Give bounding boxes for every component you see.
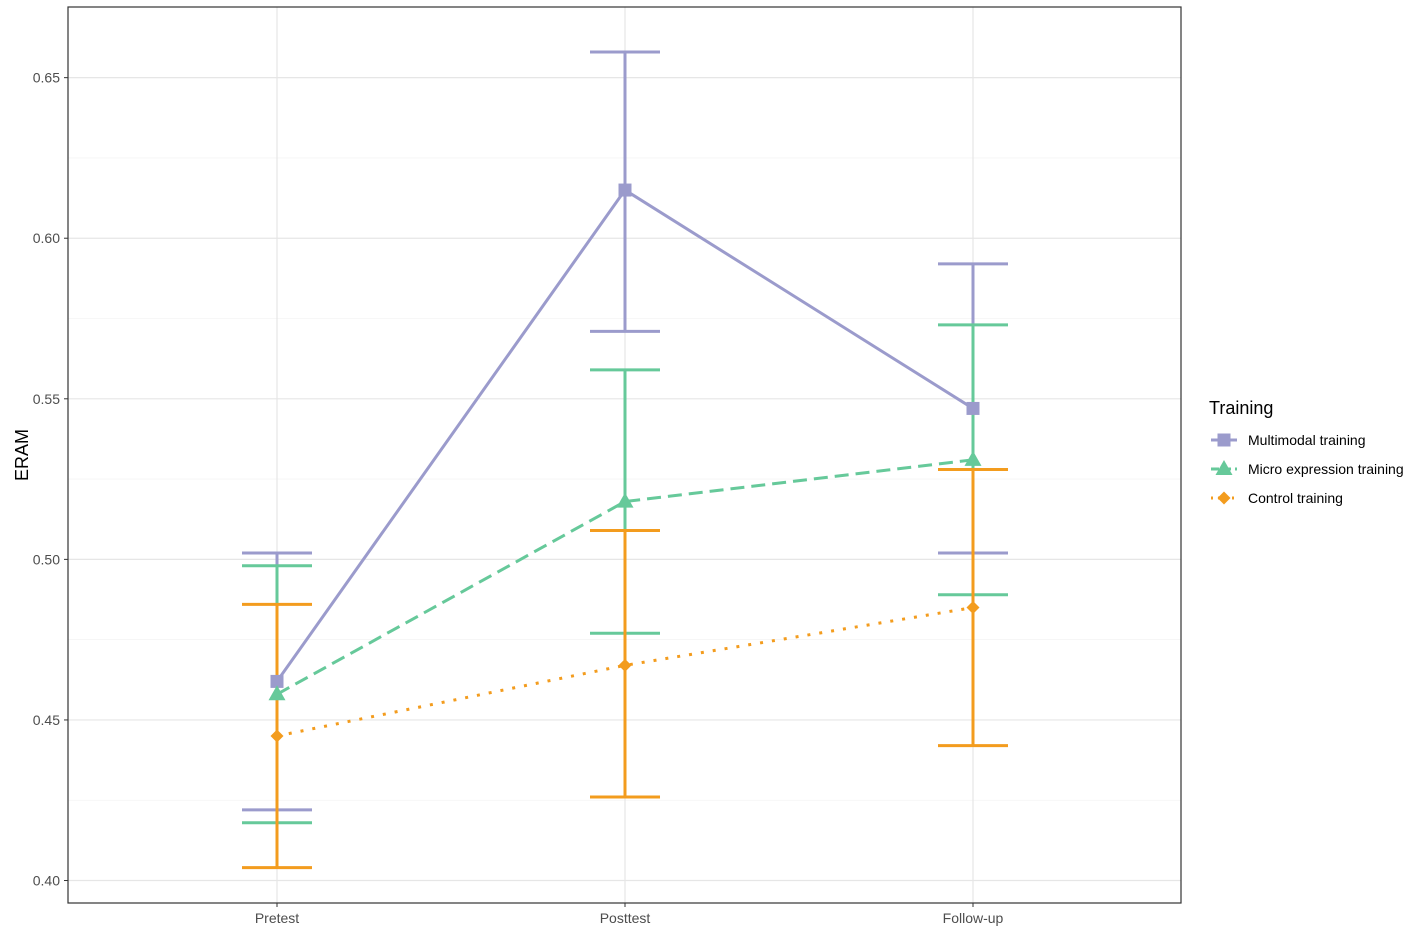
series-1 [268, 450, 982, 701]
square-marker [270, 674, 284, 688]
y-axis-label: ERAM [12, 429, 32, 481]
series-2 [270, 601, 980, 743]
legend-label: Multimodal training [1248, 432, 1366, 448]
square-marker [966, 401, 980, 415]
x-tick-label: Follow-up [943, 910, 1004, 926]
y-tick-label: 0.40 [33, 873, 60, 889]
y-tick-label: 0.60 [33, 230, 60, 246]
legend-item: Micro expression training [1211, 460, 1404, 477]
legend: Training Multimodal training Micro expres… [1209, 398, 1404, 506]
y-tick-label: 0.65 [33, 70, 60, 86]
legend-label: Control training [1248, 490, 1343, 506]
x-tick-label: Posttest [600, 910, 651, 926]
series-line [276, 458, 974, 696]
legend-title: Training [1209, 398, 1273, 418]
square-marker [618, 183, 632, 197]
square-marker [1217, 433, 1231, 447]
series-layer [242, 50, 1008, 870]
y-tick-label: 0.50 [33, 551, 60, 567]
axis-ticks: 0.40 0.45 0.50 0.55 0.60 0.65 Pretest Posttest F… [33, 70, 1004, 926]
x-tick-label: Pretest [255, 910, 299, 926]
legend-label: Micro expression training [1248, 461, 1404, 477]
diamond-marker [270, 729, 284, 743]
y-tick-label: 0.45 [33, 712, 60, 728]
legend-item: Multimodal training [1211, 432, 1366, 448]
triangle-marker [964, 450, 982, 466]
y-tick-label: 0.55 [33, 391, 60, 407]
legend-item: Control training [1211, 490, 1343, 506]
triangle-marker [268, 685, 286, 701]
triangle-marker [616, 492, 634, 508]
triangle-marker [1215, 460, 1233, 475]
diamond-marker [1217, 491, 1231, 505]
diamond-marker [618, 658, 632, 672]
diamond-marker [966, 601, 980, 615]
series-line [276, 606, 974, 738]
series-0 [270, 183, 980, 688]
